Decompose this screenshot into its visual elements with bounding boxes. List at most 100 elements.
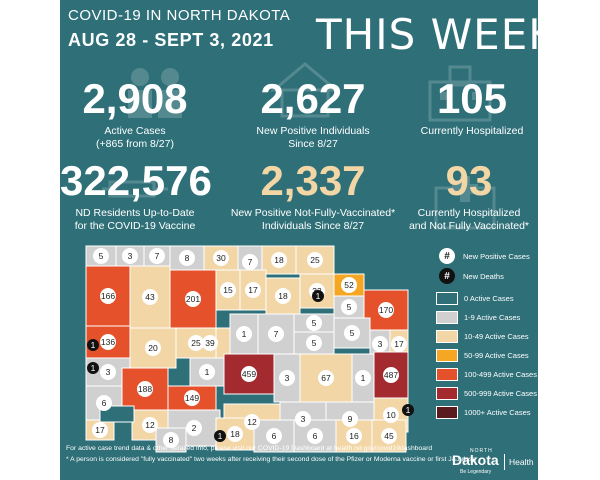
county-case-count: 9 (348, 414, 353, 424)
county-badge (391, 336, 407, 352)
county-badge (145, 340, 161, 356)
county-case-count: 10 (386, 410, 396, 420)
county-badge (93, 248, 109, 264)
county-badge (355, 370, 371, 386)
this-week-title: THIS WEEK (316, 10, 538, 59)
new-positive-unvax-value: 2,337 (260, 157, 366, 204)
legend-label: 1-9 Active Cases (464, 312, 521, 322)
stat-active-cases: 2,908 Active Cases (+865 from 8/27) (60, 78, 210, 151)
county-case-count: 3 (301, 414, 306, 424)
county-case-count: 6 (313, 431, 318, 441)
stat-hospitalized-unvax: 93 Currently Hospitalized and Not Fully V… (400, 160, 538, 233)
county-case-count: 5 (312, 318, 317, 328)
county-badge (307, 428, 323, 444)
county-case-count: 43 (145, 292, 155, 302)
county-case-count: 3 (285, 373, 290, 383)
county-badge (188, 335, 204, 351)
house-watermark-icon (270, 62, 340, 118)
county-badge (184, 390, 200, 406)
legend-label: 10-49 Active Cases (464, 331, 529, 341)
county-case-count: 12 (247, 417, 257, 427)
county-badge (100, 364, 116, 380)
county-badge (279, 370, 295, 386)
county-case-count: 136 (101, 337, 115, 347)
county-case-count: 1 (205, 367, 210, 377)
county-badge (318, 370, 334, 386)
legend-item: 0 Active Cases (436, 290, 514, 306)
county-badge (213, 250, 229, 266)
legend-positive-symbol: # (439, 248, 455, 264)
county-badge (383, 407, 399, 423)
county-badge (92, 422, 108, 438)
vaccinated-value: 322,576 (60, 157, 212, 204)
active-cases-label: Active Cases (104, 125, 166, 137)
county-badge (142, 417, 158, 433)
infographic-panel: COVID-19 IN NORTH DAKOTA AUG 28 - SEPT 3… (60, 0, 538, 480)
county-case-count: 166 (101, 291, 115, 301)
county-badge (306, 335, 322, 351)
county-case-count: 3 (106, 367, 111, 377)
legend-item: 100-499 Active Cases (436, 366, 537, 382)
county-case-count: 6 (102, 398, 107, 408)
county-badge (236, 326, 252, 342)
legend-swatch (436, 329, 458, 343)
legend-swatch (436, 405, 458, 419)
county-badge (341, 277, 357, 293)
hospitalized-unvax-label: Currently Hospitalized (417, 207, 521, 219)
legend-swatch (436, 386, 458, 400)
county-case-count: 18 (278, 291, 288, 301)
county-case-count: 1 (361, 373, 366, 383)
county-case-count: 52 (344, 280, 354, 290)
death-badge (214, 430, 226, 442)
county-case-count: 5 (312, 338, 317, 348)
county-badge (242, 254, 258, 270)
county-death-count: 1 (406, 405, 411, 415)
county-badge (268, 326, 284, 342)
county-case-count: 3 (128, 251, 133, 261)
logo-state: Dakota (452, 452, 499, 468)
county-case-count: 5 (350, 328, 355, 338)
legend-swatch (436, 367, 458, 381)
county-badge (96, 395, 112, 411)
county-badge (271, 252, 287, 268)
hospitalized-unvax-label-2: and Not Fully Vaccinated* (408, 220, 530, 233)
footer-vaccination-note: * A person is considered "fully vaccinat… (66, 456, 477, 463)
active-cases-change: (+865 from 8/27) (96, 138, 174, 151)
county-badge (220, 282, 236, 298)
county-badge (100, 288, 116, 304)
county-case-count: 459 (242, 369, 256, 379)
county-case-count: 30 (216, 253, 226, 263)
new-positive-label: New Positive Individuals (256, 125, 370, 137)
legend-item: 50-99 Active Cases (436, 347, 529, 363)
legend-item: 10-49 Active Cases (436, 328, 529, 344)
vaccinated-label-2: for the COVID-19 Vaccine (74, 220, 196, 233)
county-case-count: 3 (378, 339, 383, 349)
county-badge (306, 315, 322, 331)
new-positive-unvax-label: New Positive Not-Fully-Vaccinated* (230, 207, 396, 219)
county-badge (266, 428, 282, 444)
date-range: AUG 28 - SEPT 3, 2021 (68, 30, 274, 50)
hospital-watermark-2-icon (434, 176, 496, 230)
legend-deaths-symbol: # (439, 268, 455, 284)
county-case-count: 45 (384, 431, 394, 441)
new-positive-unvax-since: Individuals Since 8/27 (261, 220, 365, 233)
logo-divider (504, 454, 505, 470)
legend-positive-row: # New Positive Cases (436, 248, 530, 264)
stat-new-positive: 2,627 New Positive Individuals Since 8/27 (228, 78, 398, 151)
stat-new-positive-unvax: 2,337 New Positive Not-Fully-Vaccinated*… (218, 160, 408, 233)
legend-deaths-label: New Deaths (463, 271, 504, 281)
county-badge (245, 282, 261, 298)
county-case-count: 18 (230, 429, 240, 439)
county-badge (381, 428, 397, 444)
legend-label: 1000+ Active Cases (464, 407, 531, 417)
county-case-count: 7 (155, 251, 160, 261)
hospitalized-label: Currently Hospitalized (420, 125, 524, 137)
county-case-count: 39 (205, 338, 215, 348)
page-title: COVID-19 IN NORTH DAKOTA (68, 7, 291, 24)
county-badge (185, 291, 201, 307)
death-badge (87, 339, 99, 351)
county-case-count: 16 (349, 431, 359, 441)
legend-deaths-row: # New Deaths (436, 268, 504, 284)
logo-dept: Health (509, 457, 534, 467)
county-badge (202, 335, 218, 351)
